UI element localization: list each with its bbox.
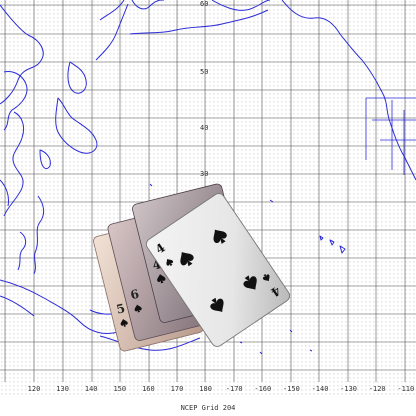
graticule	[0, 0, 416, 382]
longitude-label: -130	[340, 385, 357, 393]
longitude-label: 170	[171, 385, 184, 393]
latitude-label: 30	[200, 170, 208, 178]
card-rank: 4	[151, 257, 162, 273]
longitude-label: 140	[85, 385, 98, 393]
longitude-label: -170	[226, 385, 243, 393]
card-rank: 5	[115, 301, 126, 317]
longitude-label: -160	[254, 385, 271, 393]
card-four-of-spades-front: 4 4	[145, 193, 291, 347]
longitude-label: 120	[28, 385, 41, 393]
latitude-label: 50	[200, 68, 208, 76]
longitude-label: -110	[397, 385, 414, 393]
longitude-labels: 120 130 140 150 160 170 180 -170 -160 -150 -140 -13…	[28, 385, 415, 393]
longitude-label: 130	[56, 385, 69, 393]
playing-cards: 5 6 4 4 4	[93, 183, 291, 352]
latitude-labels: 60 50 40 30	[200, 0, 208, 178]
card-rank: 6	[129, 287, 140, 303]
longitude-label: 150	[113, 385, 126, 393]
longitude-label: -120	[369, 385, 386, 393]
latitude-label: 60	[200, 0, 208, 8]
map-caption: NCEP Grid 204	[180, 404, 236, 412]
latitude-label: 40	[200, 124, 208, 132]
longitude-label: 180	[199, 385, 212, 393]
longitude-label: 160	[142, 385, 155, 393]
longitude-label: -150	[283, 385, 300, 393]
longitude-label: -140	[312, 385, 329, 393]
